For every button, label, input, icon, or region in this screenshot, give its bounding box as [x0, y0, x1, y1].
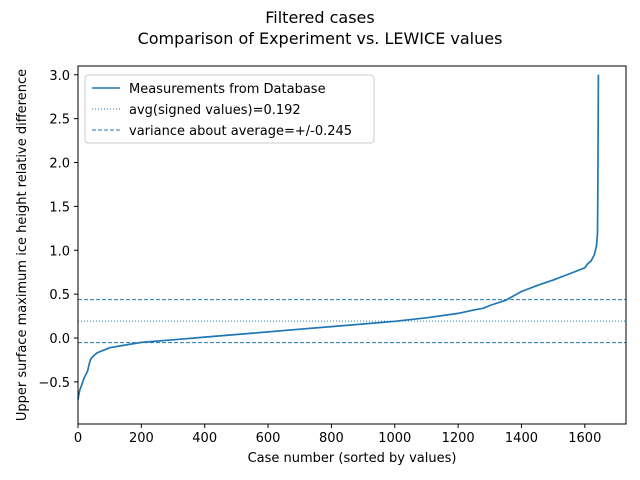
y-tick-label: 3.0: [49, 69, 70, 84]
x-tick-label: 400: [192, 431, 217, 446]
y-tick-label: 2.5: [49, 113, 70, 128]
y-tick-label: 1.0: [49, 244, 70, 259]
x-tick-label: 0: [74, 431, 82, 446]
y-tick-label: 1.5: [49, 200, 70, 215]
y-axis-label: Upper surface maximum ice height relativ…: [15, 69, 30, 421]
legend-box: [84, 74, 375, 144]
y-tick-label: 2.0: [49, 157, 70, 172]
x-tick-label: 1200: [442, 431, 475, 446]
legend: Measurements from Database avg(signed va…: [84, 74, 375, 144]
x-tick-label: 200: [129, 431, 154, 446]
legend-label-variance: variance about average=+/-0.245: [129, 124, 352, 139]
plot-frame: [77, 65, 627, 425]
y-tick-label: 0.5: [49, 288, 70, 303]
legend-label-measurements: Measurements from Database: [129, 82, 326, 97]
legend-label-average: avg(signed values)=0.192: [129, 103, 301, 118]
chart-subtitle: Comparison of Experiment vs. LEWICE valu…: [138, 29, 503, 48]
y-tick-label: −0.5: [38, 376, 70, 391]
axis-ticks: 0 200 400 600 800 1000 1200 1400 1600 −0.5 0.0 0.5 1…: [38, 69, 601, 446]
x-tick-label: 1000: [378, 431, 411, 446]
plot-area: [77, 74, 626, 400]
x-tick-label: 800: [319, 431, 344, 446]
y-tick-label: 0.0: [49, 332, 70, 347]
measurements-line: [77, 74, 600, 400]
x-axis-label: Case number (sorted by values): [248, 451, 457, 466]
chart-title: Filtered cases: [265, 8, 374, 27]
x-tick-label: 1400: [505, 431, 538, 446]
x-tick-label: 600: [256, 431, 281, 446]
x-tick-label: 1600: [568, 431, 601, 446]
